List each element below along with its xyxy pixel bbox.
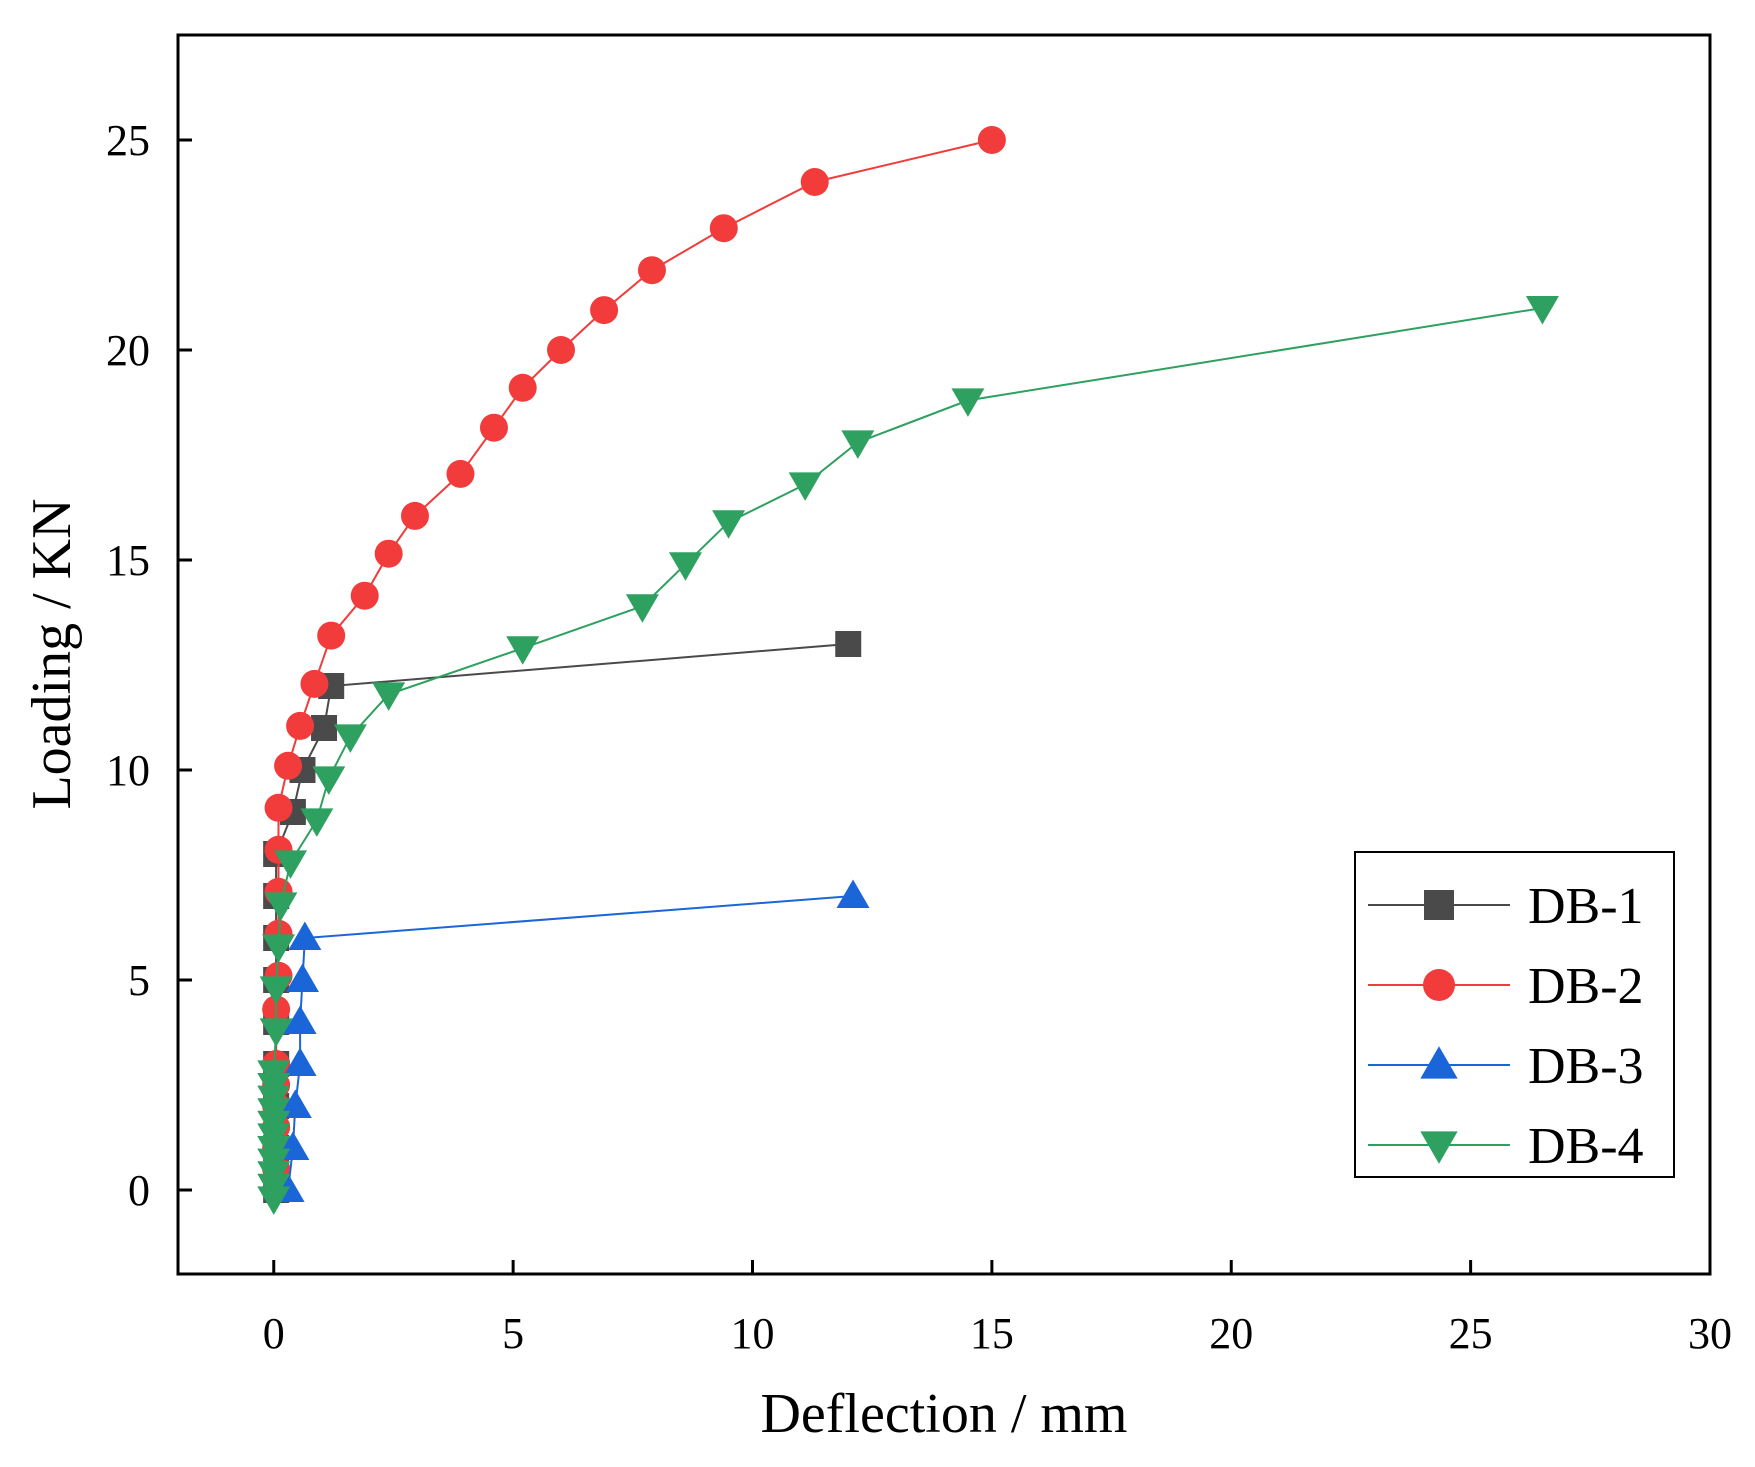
data-point-db-4-21 [625, 594, 659, 623]
data-point-db-2-26 [800, 168, 829, 196]
x-tick-label: 5 [502, 1309, 524, 1358]
legend-label: DB-2 [1528, 958, 1644, 1015]
data-point-db-4-22 [668, 552, 702, 581]
legend-marker [1420, 1046, 1458, 1079]
data-point-db-4-13 [262, 934, 296, 963]
data-point-db-2-12 [274, 751, 303, 780]
legend-label: DB-1 [1528, 878, 1644, 935]
data-point-db-2-19 [446, 459, 475, 488]
y-tick-label: 5 [128, 956, 150, 1005]
data-point-db-4-20 [506, 636, 540, 665]
plot-layer [257, 126, 1559, 1215]
legend-box [1354, 851, 1675, 1178]
y-axis-title: Loading / KN [21, 498, 83, 809]
data-point-db-2-15 [317, 621, 346, 650]
legend-marker [1420, 1131, 1458, 1164]
data-point-db-2-24 [637, 256, 666, 285]
series-db-4 [257, 296, 1559, 1215]
x-tick-label: 25 [1449, 1309, 1493, 1358]
legend-marker [1423, 969, 1455, 1001]
data-point-db-2-20 [479, 413, 508, 442]
data-point-db-4-15 [274, 850, 308, 879]
data-point-db-1-11 [311, 715, 338, 741]
data-point-db-4-12 [259, 976, 293, 1005]
legend-label: DB-4 [1528, 1118, 1644, 1175]
x-tick-label: 15 [970, 1309, 1014, 1358]
data-point-db-4-18 [333, 724, 367, 753]
data-point-db-4-17 [312, 766, 346, 795]
data-point-db-2-17 [374, 539, 403, 568]
plot-frame [176, 33, 1712, 1276]
data-point-db-2-21 [508, 373, 537, 402]
data-point-db-2-27 [977, 126, 1006, 154]
data-point-db-2-18 [400, 501, 429, 530]
legend-item-db-1: DB-1 [1368, 878, 1644, 935]
data-point-db-4-25 [841, 430, 875, 459]
data-point-db-3-4 [283, 1005, 317, 1034]
data-point-db-4-19 [372, 682, 406, 711]
data-point-db-3-7 [836, 879, 870, 908]
data-point-db-4-26 [951, 388, 985, 417]
data-point-db-3-3 [283, 1047, 317, 1076]
legend-marker [1424, 890, 1454, 920]
legend: DB-1 DB-2 DB-3 DB-4 [1354, 851, 1675, 1178]
data-point-db-3-5 [285, 963, 319, 992]
y-tick-label: 10 [106, 746, 150, 795]
data-point-db-3-6 [288, 921, 322, 950]
x-tick-label: 10 [731, 1309, 775, 1358]
data-point-db-4-10 [257, 1060, 291, 1089]
legend-item-db-2: DB-2 [1368, 958, 1644, 1015]
data-point-db-4-24 [788, 472, 822, 501]
data-point-db-2-23 [590, 296, 619, 325]
data-point-db-4-11 [259, 1018, 293, 1047]
tick-layer: 0 5 10 15 20 25 30 0 5 10 15 20 25 [106, 116, 1732, 1358]
data-point-db-2-16 [350, 581, 379, 610]
x-tick-label: 20 [1209, 1309, 1253, 1358]
x-tick-label: 0 [263, 1309, 285, 1358]
legend-item-db-4: DB-4 [1368, 1118, 1644, 1175]
data-point-db-2-14 [300, 669, 329, 698]
legend-label: DB-3 [1528, 1038, 1644, 1095]
data-point-db-2-11 [264, 793, 293, 822]
x-tick-label: 30 [1688, 1309, 1732, 1358]
data-point-db-1-13 [835, 631, 862, 657]
y-tick-label: 0 [128, 1166, 150, 1215]
data-point-db-4-27 [1525, 296, 1559, 325]
data-point-db-2-22 [547, 336, 575, 364]
data-point-db-2-13 [286, 711, 315, 740]
x-axis-title: Deflection / mm [760, 1383, 1127, 1445]
data-point-db-4-14 [264, 892, 298, 921]
data-point-db-4-23 [712, 510, 746, 539]
y-tick-label: 15 [106, 536, 150, 585]
data-point-db-2-25 [709, 214, 738, 243]
y-tick-label: 20 [106, 326, 150, 375]
y-tick-label: 25 [106, 116, 150, 165]
data-point-db-4-16 [300, 808, 334, 837]
legend-item-db-3: DB-3 [1368, 1038, 1644, 1095]
